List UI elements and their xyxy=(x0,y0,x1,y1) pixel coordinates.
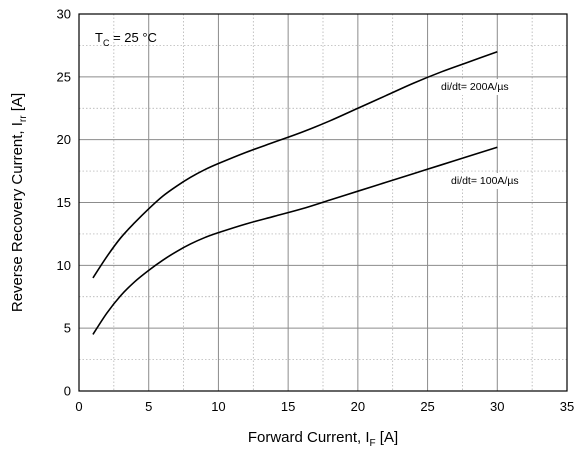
y-tick-label: 0 xyxy=(64,384,71,399)
x-tick-label: 35 xyxy=(560,399,574,414)
series-layer xyxy=(92,50,498,335)
x-tick-label: 25 xyxy=(420,399,434,414)
series-label-100-background xyxy=(447,173,523,189)
series-label-200: di/dt= 200A/µs xyxy=(437,79,513,95)
y-tick-label: 5 xyxy=(64,321,71,336)
x-tick-label: 10 xyxy=(211,399,225,414)
series-line-100 xyxy=(92,146,498,335)
series-line-200 xyxy=(92,50,498,279)
tick-labels: 0 5 10 15 20 25 30 35 0 5 10 15 20 25 30 xyxy=(57,7,575,415)
series-label-200-background xyxy=(437,79,513,95)
condition-label: TC = 25 °C xyxy=(95,30,157,48)
y-tick-label: 10 xyxy=(57,258,71,273)
x-tick-label: 5 xyxy=(145,399,152,414)
x-tick-label: 0 xyxy=(75,399,82,414)
y-axis-title: Reverse Recovery Current, Irr [A] xyxy=(9,93,29,312)
x-axis-title: Forward Current, IF [A] xyxy=(248,429,398,449)
y-tick-label: 25 xyxy=(57,69,71,84)
y-tick-label: 20 xyxy=(57,132,71,147)
plot-frame xyxy=(78,13,568,392)
x-tick-label: 20 xyxy=(351,399,365,414)
y-tick-label: 30 xyxy=(57,7,71,22)
series-label-200-text: di/dt= 200A/µs xyxy=(441,81,509,93)
y-tick-label: 15 xyxy=(57,195,71,210)
series-label-100: di/dt= 100A/µs xyxy=(447,173,523,189)
x-tick-label: 30 xyxy=(490,399,504,414)
series-label-100-text: di/dt= 100A/µs xyxy=(451,175,519,187)
x-tick-label: 15 xyxy=(281,399,295,414)
